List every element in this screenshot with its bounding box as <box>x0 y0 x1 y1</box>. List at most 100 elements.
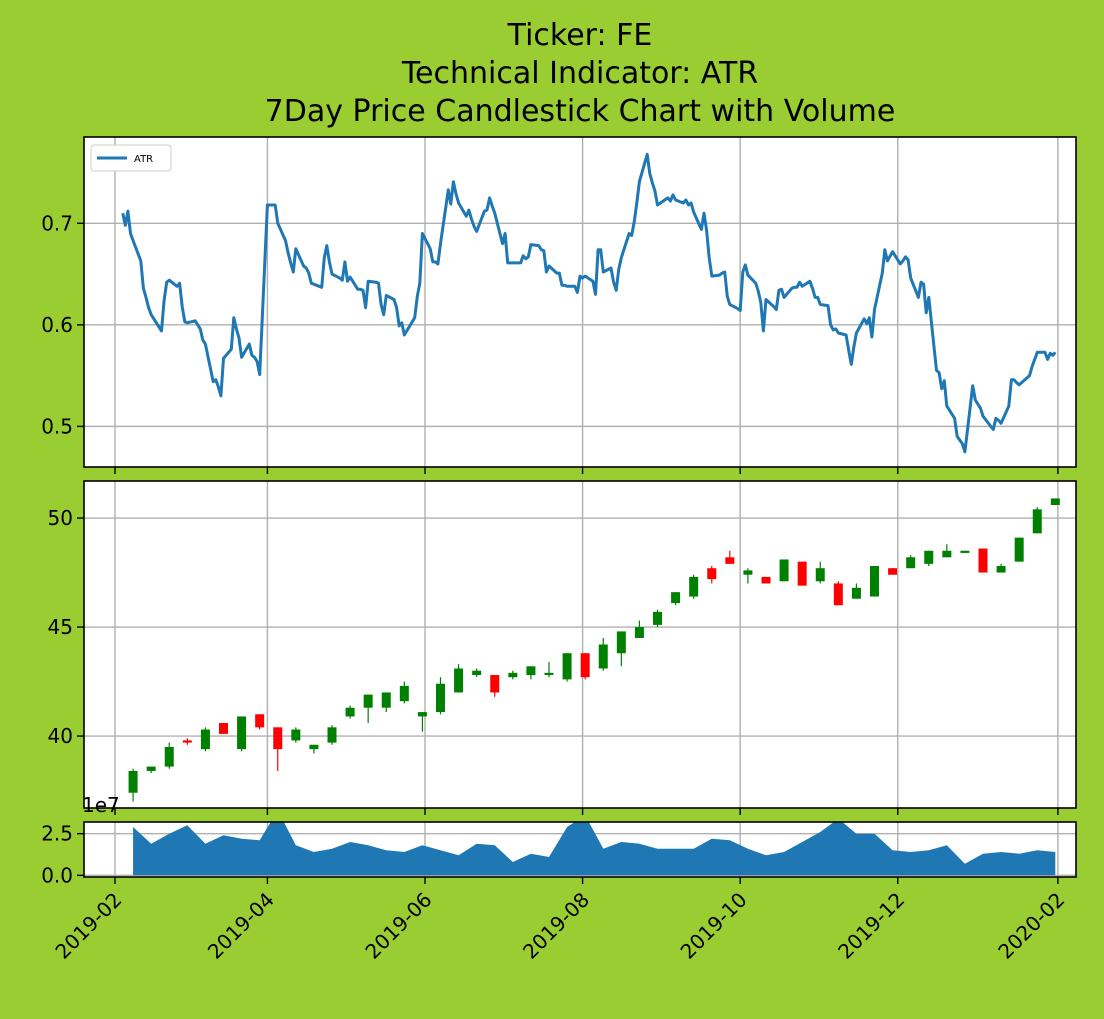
candle <box>363 694 373 723</box>
candle <box>399 681 409 704</box>
candle-body <box>978 548 988 573</box>
candle-body <box>1014 537 1024 562</box>
y-tick-label: 45 <box>48 615 73 639</box>
candle-body <box>580 653 590 678</box>
legend-entry-atr: ATR <box>134 154 153 165</box>
candle-body <box>1032 509 1042 534</box>
candle-body <box>200 729 210 750</box>
candle <box>526 666 536 680</box>
candle <box>671 592 681 606</box>
axes-frame <box>83 821 1077 878</box>
candle <box>851 583 861 599</box>
candle-body <box>417 712 427 717</box>
candle <box>924 550 934 567</box>
candle <box>797 561 807 586</box>
y-tick-label: 0.6 <box>41 313 73 337</box>
candle <box>653 609 662 628</box>
candle <box>490 675 500 697</box>
candle-body <box>996 566 1006 573</box>
candle <box>743 568 753 584</box>
candle-body <box>797 561 807 586</box>
candle-body <box>273 727 283 750</box>
plot-content <box>133 822 1056 876</box>
title-line-2: Technical Indicator: ATR <box>401 56 758 91</box>
candle-body <box>454 668 464 693</box>
candle <box>960 550 970 553</box>
candle-body <box>888 568 898 575</box>
title-line-3: 7Day Price Candlestick Chart with Volume <box>265 94 896 129</box>
axes-frame <box>83 480 1077 809</box>
candle <box>255 714 265 730</box>
candle-body <box>472 670 482 676</box>
candle <box>508 670 518 680</box>
candle-body <box>219 722 228 734</box>
candle-body <box>689 576 699 597</box>
candle <box>237 716 247 752</box>
y-tick-label: 0.7 <box>41 211 73 235</box>
candle <box>454 664 464 693</box>
candle <box>815 561 825 584</box>
candle-body <box>490 675 500 693</box>
y-tick-label: 0.0 <box>41 863 73 887</box>
candle-body <box>616 631 626 654</box>
candle-body <box>906 557 916 569</box>
candle-body <box>399 685 409 702</box>
plot-area <box>84 137 1076 467</box>
candle <box>128 768 138 802</box>
candle-body <box>851 587 861 599</box>
legend: ATR <box>90 144 172 172</box>
candle-body <box>327 727 337 743</box>
candle-body <box>743 570 753 575</box>
candle-body <box>598 644 608 669</box>
plot-area <box>84 481 1076 808</box>
volume-area <box>133 822 1056 876</box>
candle <box>1032 507 1042 534</box>
y-tick-label: 0.5 <box>41 414 73 438</box>
candle <box>200 727 210 752</box>
candle-body <box>833 583 843 606</box>
candle <box>580 653 590 680</box>
candle <box>273 727 283 771</box>
candle <box>888 568 898 575</box>
y-tick-label: 50 <box>48 506 73 530</box>
candle-body <box>128 770 138 793</box>
plot-content <box>128 498 1060 802</box>
candle <box>1014 537 1024 562</box>
candle <box>544 661 554 678</box>
candle-body <box>381 692 391 708</box>
candle-body <box>779 559 789 582</box>
candle <box>689 574 699 599</box>
candle-body <box>960 550 970 553</box>
candle <box>182 738 192 745</box>
candle <box>996 563 1006 573</box>
candle <box>598 637 608 671</box>
atr-series-line <box>121 152 1057 454</box>
candle <box>219 722 228 734</box>
candle-body <box>870 566 879 597</box>
candle <box>942 544 952 558</box>
candle <box>436 677 445 715</box>
candle <box>164 742 174 769</box>
candle-body <box>146 766 156 771</box>
candle-body <box>707 568 717 580</box>
candle-body <box>345 707 355 717</box>
candle <box>381 692 391 713</box>
candle <box>327 725 337 745</box>
candle <box>906 555 916 569</box>
legend-box <box>90 144 172 172</box>
candle-body <box>363 694 373 708</box>
candle <box>616 631 626 667</box>
candle-body <box>924 550 934 564</box>
candle-body <box>291 729 301 741</box>
candle-body <box>255 714 265 728</box>
candle <box>707 566 717 584</box>
candle <box>291 727 301 743</box>
candle <box>417 712 427 732</box>
candle-body <box>164 746 174 767</box>
candle-body <box>815 568 825 582</box>
atr-panel: 0.5 0.6 0.7 ATR <box>41 136 1077 474</box>
volume-offset-text: 1e7 <box>82 793 120 817</box>
y-tick-label: 2.5 <box>41 822 73 846</box>
candle <box>761 576 771 584</box>
